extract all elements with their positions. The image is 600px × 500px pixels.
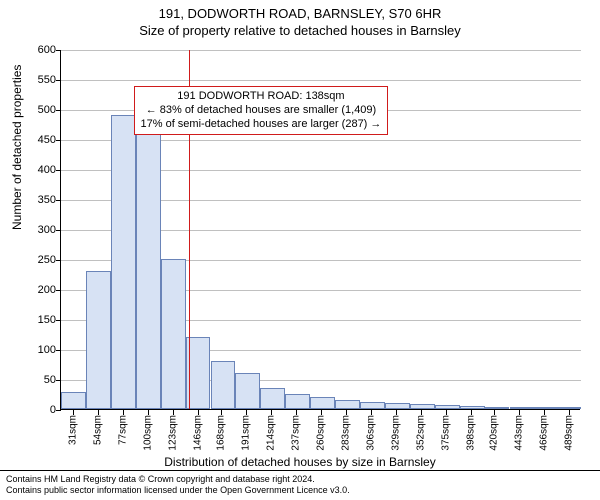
y-tick-mark (56, 260, 61, 261)
histogram-bar (485, 407, 510, 409)
attribution-footer: Contains HM Land Registry data © Crown c… (0, 470, 600, 500)
y-tick-label: 500 (16, 104, 56, 116)
histogram-bar (111, 115, 136, 409)
y-tick-label: 100 (16, 344, 56, 356)
x-tick-label: 489sqm (564, 415, 575, 451)
x-tick-label: 237sqm (291, 415, 302, 451)
y-tick-mark (56, 80, 61, 81)
x-tick-label: 352sqm (415, 415, 426, 451)
y-tick-mark (56, 380, 61, 381)
x-tick-label: 214sqm (266, 415, 277, 451)
x-tick-label: 306sqm (365, 415, 376, 451)
histogram-bar (86, 271, 111, 409)
annotation-line: ← 83% of detached houses are smaller (1,… (141, 104, 382, 118)
x-tick-label: 100sqm (142, 415, 153, 451)
histogram-bar (435, 405, 460, 409)
y-tick-mark (56, 350, 61, 351)
y-tick-label: 150 (16, 314, 56, 326)
chart-area: 05010015020025030035040045050055060031sq… (60, 50, 580, 410)
y-tick-mark (56, 320, 61, 321)
plot-region: 05010015020025030035040045050055060031sq… (60, 50, 580, 410)
x-tick-label: 54sqm (92, 415, 103, 445)
y-tick-mark (56, 290, 61, 291)
title-subtitle: Size of property relative to detached ho… (0, 23, 600, 38)
histogram-bar (211, 361, 236, 409)
x-tick-label: 260sqm (316, 415, 327, 451)
y-tick-mark (56, 140, 61, 141)
y-tick-label: 450 (16, 134, 56, 146)
y-tick-label: 0 (16, 404, 56, 416)
histogram-bar (285, 394, 310, 409)
y-tick-mark (56, 200, 61, 201)
histogram-bar (360, 402, 385, 409)
histogram-bar (161, 259, 186, 409)
x-tick-label: 283sqm (340, 415, 351, 451)
y-tick-label: 250 (16, 254, 56, 266)
histogram-bar (460, 406, 485, 409)
histogram-bar (410, 404, 435, 409)
x-tick-label: 466sqm (539, 415, 550, 451)
title-address: 191, DODWORTH ROAD, BARNSLEY, S70 6HR (0, 6, 600, 21)
x-tick-label: 420sqm (489, 415, 500, 451)
histogram-bar (559, 407, 581, 409)
x-tick-label: 146sqm (192, 415, 203, 451)
y-tick-mark (56, 50, 61, 51)
x-tick-label: 398sqm (465, 415, 476, 451)
histogram-bar (61, 392, 86, 409)
y-tick-label: 50 (16, 374, 56, 386)
chart-title-block: 191, DODWORTH ROAD, BARNSLEY, S70 6HR Si… (0, 0, 600, 38)
x-axis-label: Distribution of detached houses by size … (0, 455, 600, 469)
y-tick-label: 300 (16, 224, 56, 236)
y-tick-label: 600 (16, 44, 56, 56)
histogram-bar (385, 403, 410, 409)
y-tick-label: 400 (16, 164, 56, 176)
x-tick-label: 31sqm (67, 415, 78, 445)
x-tick-label: 168sqm (216, 415, 227, 451)
x-tick-label: 329sqm (390, 415, 401, 451)
x-tick-label: 443sqm (514, 415, 525, 451)
histogram-bar (260, 388, 285, 409)
gridline (61, 50, 581, 51)
histogram-bar (510, 407, 535, 409)
x-tick-label: 77sqm (117, 415, 128, 445)
y-tick-mark (56, 230, 61, 231)
histogram-bar (136, 127, 161, 409)
gridline (61, 80, 581, 81)
y-tick-mark (56, 410, 61, 411)
annotation-line: 191 DODWORTH ROAD: 138sqm (141, 90, 382, 104)
y-tick-label: 350 (16, 194, 56, 206)
annotation-line: 17% of semi-detached houses are larger (… (141, 118, 382, 132)
y-tick-label: 550 (16, 74, 56, 86)
histogram-bar (335, 400, 360, 409)
annotation-box: 191 DODWORTH ROAD: 138sqm← 83% of detach… (134, 86, 389, 135)
x-tick-label: 123sqm (167, 415, 178, 451)
histogram-bar (310, 397, 335, 409)
footer-line2: Contains public sector information licen… (6, 485, 594, 496)
footer-line1: Contains HM Land Registry data © Crown c… (6, 474, 594, 485)
y-tick-mark (56, 170, 61, 171)
x-tick-label: 375sqm (440, 415, 451, 451)
histogram-bar (534, 407, 559, 409)
histogram-bar (235, 373, 260, 409)
y-tick-mark (56, 110, 61, 111)
x-tick-label: 191sqm (241, 415, 252, 451)
y-tick-label: 200 (16, 284, 56, 296)
